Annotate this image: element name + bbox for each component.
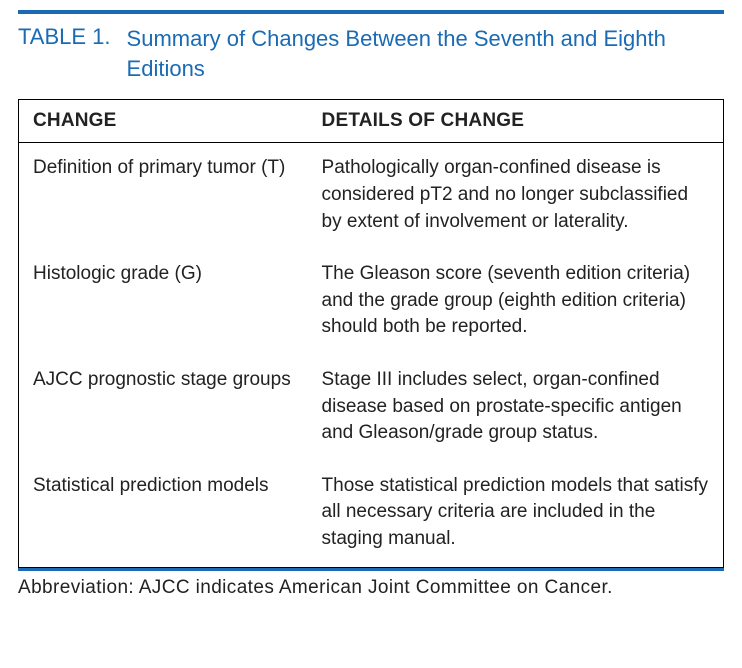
cell-details: Stage III includes select, organ-confine… <box>308 355 724 461</box>
table-row: Definition of primary tumor (T) Patholog… <box>19 143 724 249</box>
table-row: Statistical prediction models Those stat… <box>19 461 724 567</box>
changes-table: CHANGE DETAILS OF CHANGE Definition of p… <box>18 99 724 567</box>
cell-details: Pathologically organ-confined disease is… <box>308 143 724 249</box>
table-row: AJCC prognostic stage groups Stage III i… <box>19 355 724 461</box>
table-figure: TABLE 1. Summary of Changes Between the … <box>0 10 742 599</box>
col-header-details: DETAILS OF CHANGE <box>308 100 724 143</box>
cell-change: Definition of primary tumor (T) <box>19 143 308 249</box>
table-title: Summary of Changes Between the Seventh a… <box>127 24 724 83</box>
cell-change: Statistical prediction models <box>19 461 308 567</box>
cell-change: Histologic grade (G) <box>19 249 308 355</box>
abbreviation-note: Abbreviation: AJCC indicates American Jo… <box>0 571 742 599</box>
cell-details: The Gleason score (seventh edition crite… <box>308 249 724 355</box>
col-header-change: CHANGE <box>19 100 308 143</box>
table-label: TABLE 1. <box>18 24 111 50</box>
table-caption: TABLE 1. Summary of Changes Between the … <box>0 14 742 99</box>
cell-details: Those statistical prediction models that… <box>308 461 724 567</box>
cell-change: AJCC prognostic stage groups <box>19 355 308 461</box>
table-row: Histologic grade (G) The Gleason score (… <box>19 249 724 355</box>
table-header-row: CHANGE DETAILS OF CHANGE <box>19 100 724 143</box>
